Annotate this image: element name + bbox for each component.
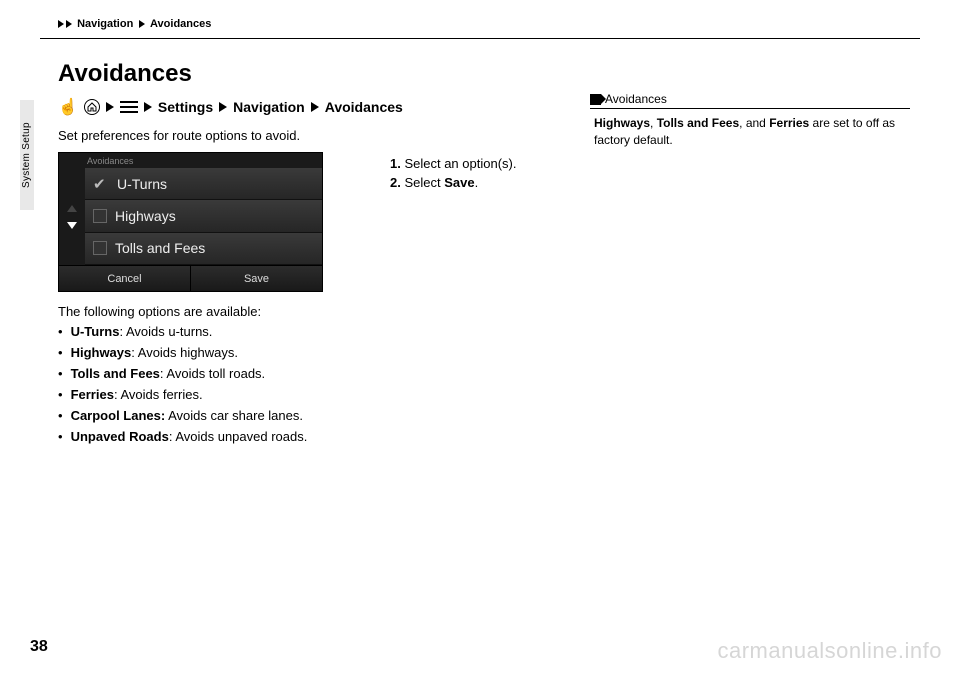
chevron-icon xyxy=(66,20,72,28)
list-item: Tolls and Fees: Avoids toll roads. xyxy=(58,366,307,381)
option-name: Ferries xyxy=(71,387,114,402)
scroll-bar[interactable] xyxy=(59,168,85,265)
nav-avoidances: Avoidances xyxy=(325,99,403,115)
option-name: Highways xyxy=(71,345,132,360)
note-text: , and xyxy=(739,116,769,130)
note-column: Avoidances Highways, Tolls and Fees, and… xyxy=(590,92,910,150)
note-head-text: Avoidances xyxy=(605,92,667,106)
side-tab: System Setup xyxy=(20,100,34,210)
chevron-icon xyxy=(58,20,64,28)
list-item-label: U-Turns xyxy=(117,176,167,192)
intro-text: Set preferences for route options to avo… xyxy=(58,128,300,143)
note-text: , xyxy=(650,116,657,130)
list-item-label: Tolls and Fees xyxy=(115,240,205,256)
check-icon xyxy=(93,176,109,192)
list-item: Ferries: Avoids ferries. xyxy=(58,387,307,402)
menu-icon xyxy=(120,101,138,113)
note-body: Highways, Tolls and Fees, and Ferries ar… xyxy=(590,115,910,150)
chevron-icon xyxy=(139,20,145,28)
step-1: 1. Select an option(s). xyxy=(390,156,516,171)
chevron-icon xyxy=(106,102,114,112)
nav-path: ☝ Settings Navigation Avoidances xyxy=(58,97,403,117)
step-text-bold: Save xyxy=(444,175,474,190)
check-icon xyxy=(93,241,107,255)
option-desc: : Avoids highways. xyxy=(131,345,238,360)
note-bold: Tolls and Fees xyxy=(657,116,739,130)
option-desc: : Avoids ferries. xyxy=(114,387,203,402)
list-item[interactable]: Highways xyxy=(85,200,322,232)
steps: 1. Select an option(s). 2. Select Save. xyxy=(390,156,516,194)
breadcrumb-a: Navigation xyxy=(77,18,133,30)
step-text: Select an option(s). xyxy=(401,156,517,171)
page-title: Avoidances xyxy=(58,60,192,88)
save-button[interactable]: Save xyxy=(190,265,322,291)
note-bold: Highways xyxy=(594,116,650,130)
option-name: Unpaved Roads xyxy=(71,429,169,444)
nav-navigation: Navigation xyxy=(233,99,305,115)
step-num: 2. xyxy=(390,175,401,190)
list-item: Unpaved Roads: Avoids unpaved roads. xyxy=(58,429,307,444)
hand-icon: ☝ xyxy=(58,97,78,117)
list-item: Highways: Avoids highways. xyxy=(58,345,307,360)
chevron-icon xyxy=(144,102,152,112)
option-name: U-Turns xyxy=(71,324,120,339)
arrow-down-icon[interactable] xyxy=(67,222,77,229)
option-desc: : Avoids u-turns. xyxy=(119,324,212,339)
step-2: 2. Select Save. xyxy=(390,175,516,190)
breadcrumb-b: Avoidances xyxy=(150,18,211,30)
chevron-icon xyxy=(311,102,319,112)
watermark: carmanualsonline.info xyxy=(717,638,942,664)
options-intro: The following options are available: xyxy=(58,304,261,319)
note-icon xyxy=(590,94,601,105)
screenshot: Avoidances U-Turns Highways Tolls and Fe… xyxy=(58,152,323,292)
cancel-button[interactable]: Cancel xyxy=(59,265,190,291)
list-item[interactable]: Tolls and Fees xyxy=(85,233,322,265)
screenshot-title: Avoidances xyxy=(59,153,322,168)
options-list: U-Turns: Avoids u-turns. Highways: Avoid… xyxy=(58,324,307,450)
page-number: 38 xyxy=(30,638,48,656)
note-heading: Avoidances xyxy=(590,92,910,109)
step-text: Select xyxy=(401,175,444,190)
arrow-up-icon[interactable] xyxy=(67,205,77,212)
option-name: Tolls and Fees xyxy=(71,366,160,381)
option-desc: Avoids car share lanes. xyxy=(165,408,303,423)
option-desc: : Avoids toll roads. xyxy=(160,366,265,381)
list-item: U-Turns: Avoids u-turns. xyxy=(58,324,307,339)
chevron-icon xyxy=(219,102,227,112)
step-num: 1. xyxy=(390,156,401,171)
breadcrumb: Navigation Avoidances xyxy=(58,18,211,30)
check-icon xyxy=(93,209,107,223)
screenshot-list: U-Turns Highways Tolls and Fees xyxy=(85,168,322,265)
option-desc: : Avoids unpaved roads. xyxy=(169,429,308,444)
note-bold: Ferries xyxy=(769,116,809,130)
divider xyxy=(40,38,920,39)
list-item: Carpool Lanes: Avoids car share lanes. xyxy=(58,408,307,423)
list-item[interactable]: U-Turns xyxy=(85,168,322,200)
home-icon xyxy=(84,99,100,115)
list-item-label: Highways xyxy=(115,208,176,224)
nav-settings: Settings xyxy=(158,99,213,115)
option-name: Carpool Lanes: xyxy=(71,408,166,423)
step-text: . xyxy=(475,175,479,190)
